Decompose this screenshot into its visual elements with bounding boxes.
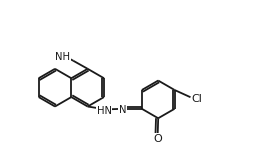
Text: O: O <box>153 134 162 144</box>
Text: HN: HN <box>97 106 112 116</box>
Text: NH: NH <box>55 52 70 62</box>
Text: Cl: Cl <box>192 94 202 104</box>
Text: N: N <box>119 105 126 115</box>
